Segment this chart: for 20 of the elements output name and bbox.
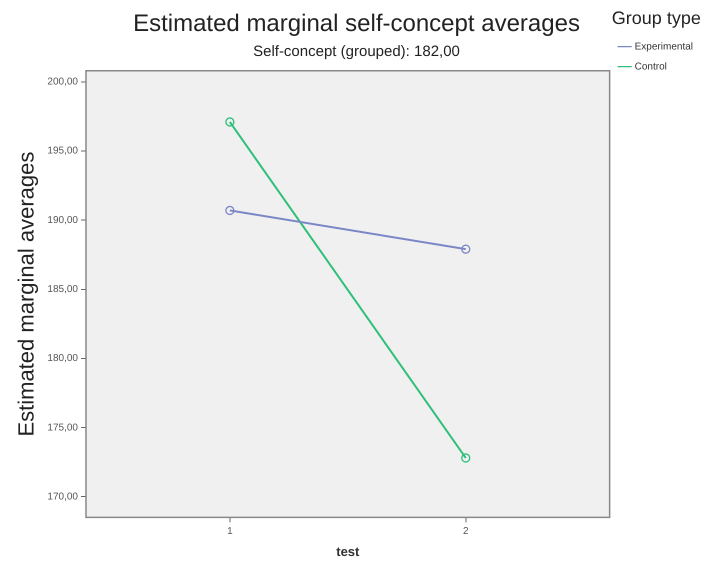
chart-subtitle: Self-concept (grouped): 182,00 bbox=[253, 42, 460, 60]
x-tick-label: 2 bbox=[462, 526, 469, 538]
point bbox=[461, 244, 470, 254]
y-tick-label: 180,00 bbox=[47, 353, 78, 364]
legend-title: Group type bbox=[612, 8, 701, 28]
point bbox=[225, 117, 235, 127]
legend-label: Experimental bbox=[634, 41, 693, 52]
legend-label: Control bbox=[634, 61, 667, 72]
y-axis-title: Estimated marginal averages bbox=[13, 152, 38, 437]
y-tick-label: 200,00 bbox=[47, 76, 78, 88]
y-tick-label: 190,00 bbox=[47, 214, 78, 226]
x-tick-label: 1 bbox=[227, 526, 234, 538]
chart-title: Estimated marginal self-concept averages bbox=[133, 10, 580, 38]
y-tick-label: 170,00 bbox=[47, 491, 78, 502]
y-tick-label: 195,00 bbox=[47, 146, 78, 157]
y-tick-label: 185,00 bbox=[47, 284, 78, 296]
x-axis-title: test bbox=[336, 544, 360, 559]
point bbox=[461, 453, 470, 463]
y-tick-label: 175,00 bbox=[47, 422, 78, 434]
point bbox=[225, 206, 235, 216]
